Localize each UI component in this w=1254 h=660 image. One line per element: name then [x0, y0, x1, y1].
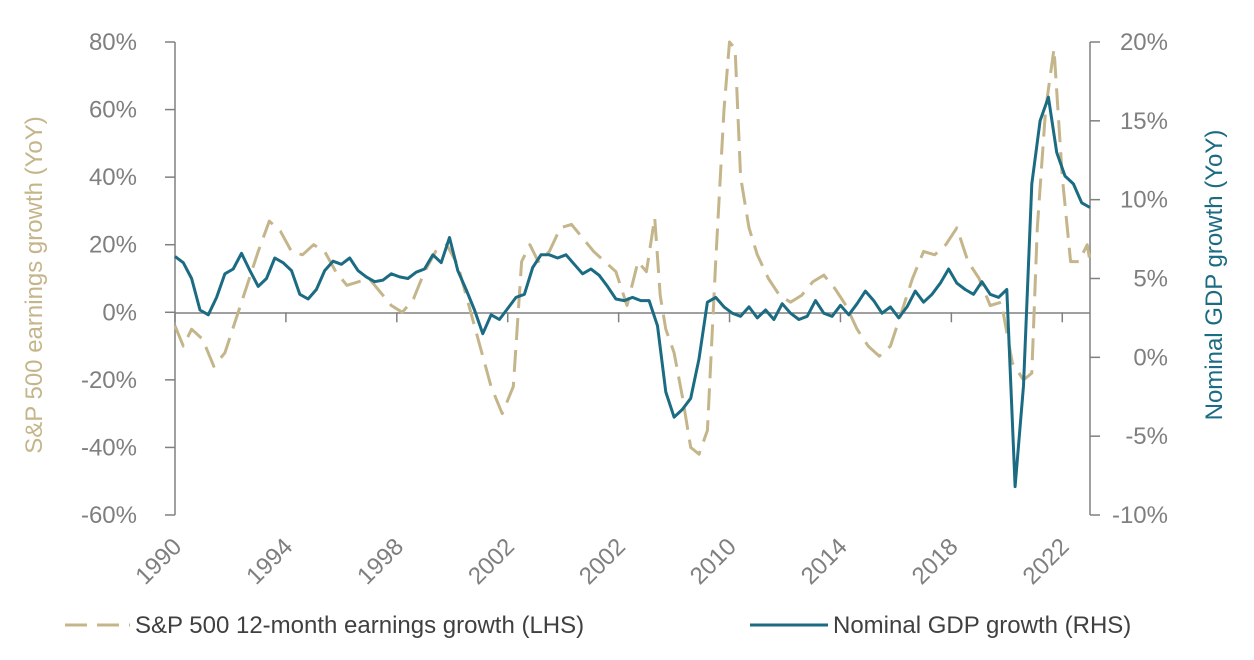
right-y-tick-label: 10%	[1120, 187, 1168, 214]
ticks: 80% 60% 40% 20% 0% -20% -40% -60% 20% 15% 10% 5% 0% -…	[81, 29, 1168, 590]
right-y-tick-label: 15%	[1120, 108, 1168, 135]
right-y-tick-label: 20%	[1120, 29, 1168, 56]
x-tick-label: 1990	[130, 533, 187, 590]
x-tick-label: 2018	[907, 533, 964, 590]
left-y-tick-label: -20%	[81, 367, 137, 394]
right-y-tick-label: -10%	[1112, 502, 1168, 529]
series-lines	[173, 40, 1092, 489]
legend-label-gdp: Nominal GDP growth (RHS)	[833, 612, 1131, 639]
left-y-tick-label: 40%	[89, 164, 137, 191]
x-tick-label: 2014	[796, 533, 853, 590]
left-axis-title: S&P 500 earnings growth (YoY)	[21, 116, 48, 454]
right-y-tick-label: 5%	[1133, 266, 1168, 293]
x-tick-label: 2010	[685, 533, 742, 590]
left-y-tick-label: -60%	[81, 502, 137, 529]
x-tick-label: 2022	[1018, 533, 1075, 590]
left-y-tick-label: 0%	[102, 299, 137, 326]
x-tick-label: 1994	[241, 533, 298, 590]
x-tick-label: 1998	[352, 533, 409, 590]
series-line-earnings	[173, 40, 1092, 456]
right-y-tick-label: -5%	[1125, 423, 1168, 450]
left-y-tick-label: 60%	[89, 97, 137, 124]
left-y-tick-label: 20%	[89, 232, 137, 259]
right-y-tick-label: 0%	[1133, 344, 1168, 371]
x-tick-label: 2002	[574, 533, 631, 590]
x-tick-label: 2002	[463, 533, 520, 590]
left-y-tick-label: 80%	[89, 29, 137, 56]
legend: S&P 500 12-month earnings growth (LHS) N…	[65, 612, 1131, 639]
legend-label-earnings: S&P 500 12-month earnings growth (LHS)	[135, 612, 584, 639]
series-line-gdp	[174, 95, 1091, 489]
left-y-tick-label: -40%	[81, 434, 137, 461]
right-axis-title: Nominal GDP growth (YoY)	[1201, 130, 1228, 421]
